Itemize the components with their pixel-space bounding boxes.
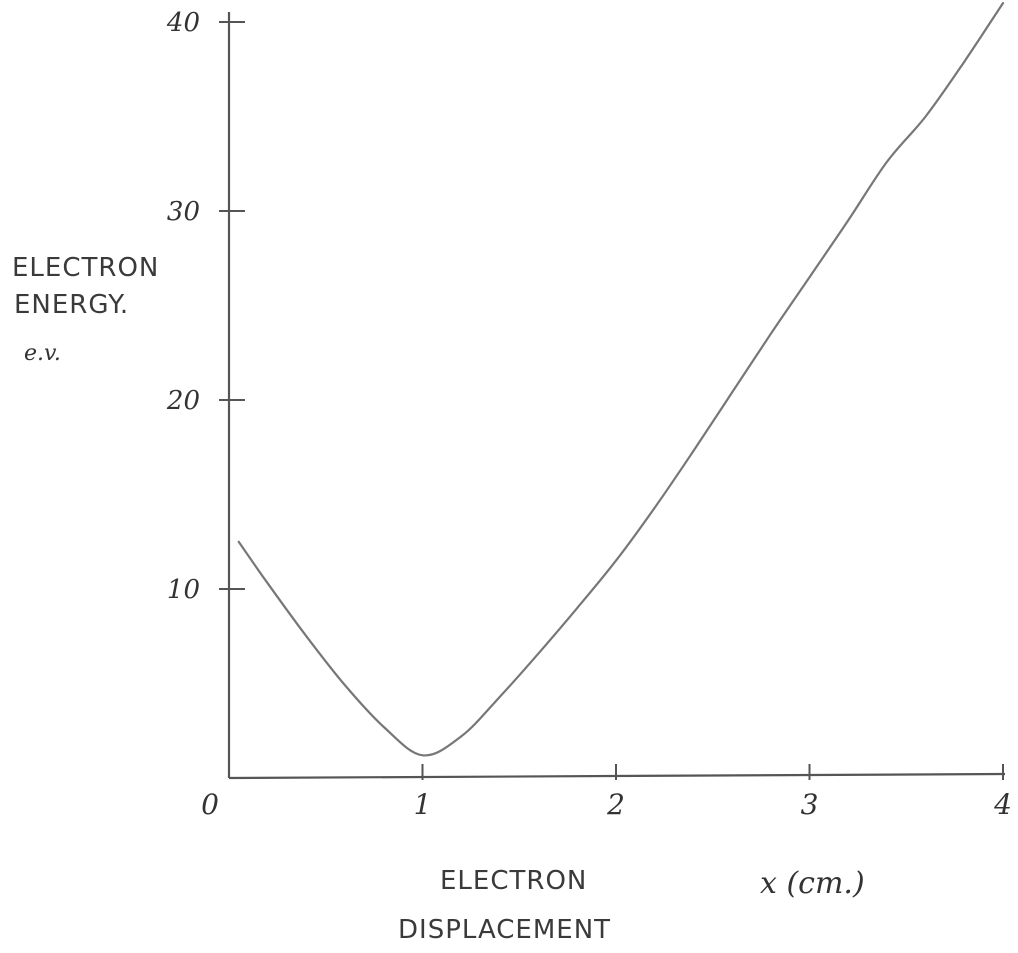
x-axis-title: ELECTRON DISPLACEMENT x (cm.) [398,866,865,945]
data-point-2 [306,636,307,637]
data-point-0 [238,541,239,542]
energy-curve-0 [239,3,1003,755]
x-axis-symbol: x (cm.) [760,866,865,901]
y-tick-label-20: 20 [166,386,200,416]
y-axis-title-line-2: ENERGY. [14,290,129,320]
x-tick-label-3: 3 [801,788,819,821]
tick-labels: 0 1 2 3 4 10 20 30 40 [166,8,1012,821]
data-point-10 [615,560,616,561]
y-tick-label-40: 40 [166,8,200,38]
data-point-17 [886,161,887,162]
data-point-14 [770,333,771,334]
data-point-1 [267,583,268,584]
y-axis-title-line-1: ELECTRON [12,253,159,283]
data-point-18 [925,116,926,117]
x-tick-label-1: 1 [414,788,432,821]
axes [229,12,1005,778]
data-point-20 [1002,3,1003,4]
y-axis-unit: e.v. [24,341,61,366]
y-tick-label-30: 30 [167,197,200,227]
data-point-13 [732,392,733,393]
data-point-6 [461,736,462,737]
y-axis-title: ELECTRON ENERGY. e.v. [12,253,159,366]
x-tick-label-0: 0 [201,788,219,821]
x-tick-label-2: 2 [606,788,625,821]
x-axis-title-line-2: DISPLACEMENT [398,915,611,945]
data-point-8 [538,653,539,654]
tick-marks [219,22,1003,780]
curve-group [238,3,1004,756]
data-point-15 [809,277,810,278]
data-point-12 [693,450,694,451]
x-tick-label-4: 4 [993,788,1012,821]
data-point-5 [422,755,423,756]
y-tick-label-10: 10 [167,575,200,605]
data-point-16 [848,220,849,221]
data-point-3 [345,685,346,686]
data-point-4 [383,726,384,727]
data-point-11 [654,507,655,508]
data-point-7 [499,696,500,697]
x-axis-title-line-1: ELECTRON [440,866,587,896]
data-point-9 [577,607,578,608]
data-point-19 [964,61,965,62]
